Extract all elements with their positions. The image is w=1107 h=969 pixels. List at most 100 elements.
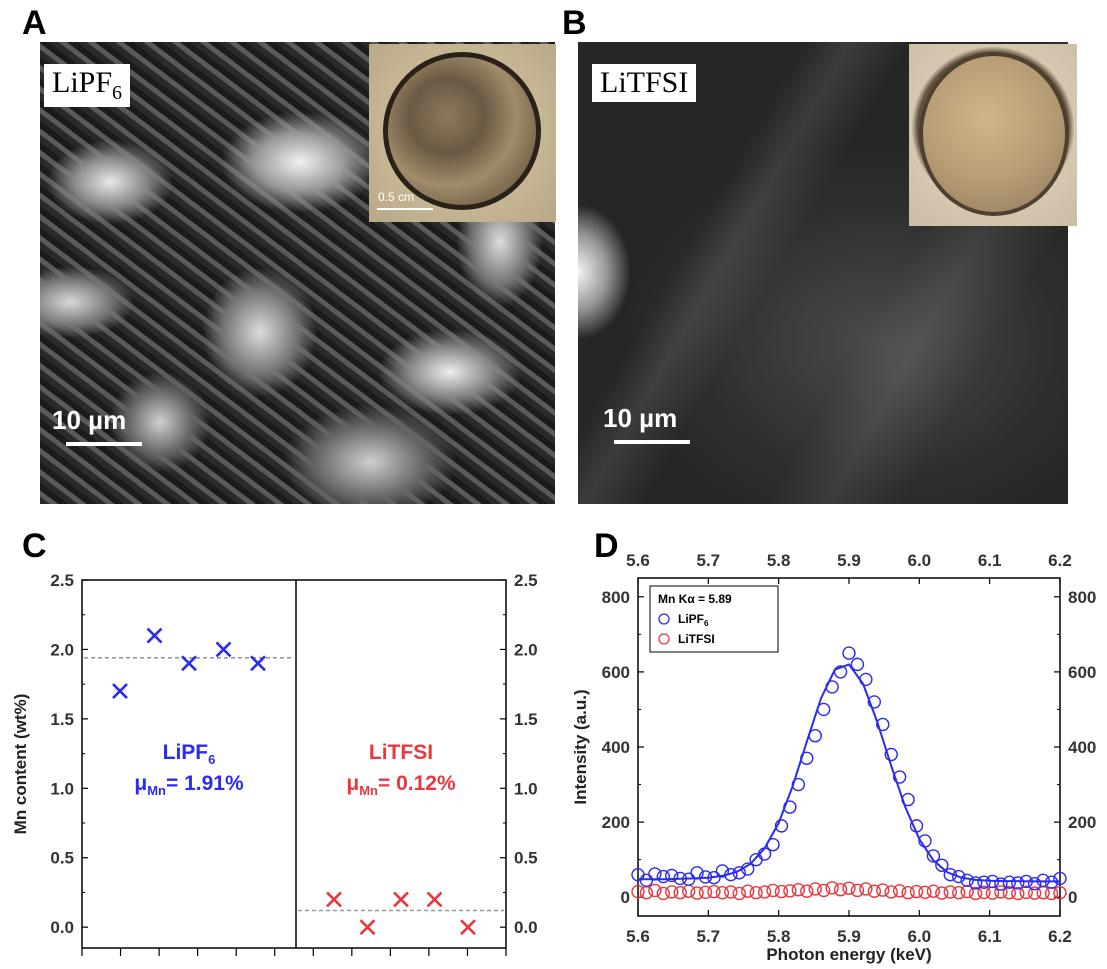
data-point-circle <box>774 884 789 899</box>
x-tick-label-top: 6.1 <box>978 551 1002 570</box>
data-point-circle <box>715 864 730 878</box>
y-tick-label-left: 0.0 <box>50 918 74 937</box>
data-point-x-marker <box>181 655 197 672</box>
data-point-circle <box>1002 875 1017 889</box>
data-point-circle <box>850 657 865 672</box>
data-point-circle <box>884 747 898 762</box>
x-tick-label-top: 6.0 <box>908 551 932 570</box>
series-mean-label: μMn= 0.12% <box>346 772 456 798</box>
y-tick-label-left: 1.0 <box>50 779 74 798</box>
material-label-lipf6-subscript: 6 <box>112 82 123 104</box>
x-tick-label-bottom: 6.2 <box>1048 927 1072 946</box>
data-point-circle <box>901 886 915 900</box>
panel-letter-d: D <box>594 527 619 565</box>
data-point-circle <box>724 885 738 899</box>
legend-title: Mn Kα = 5.89 <box>658 592 732 606</box>
data-point-circle <box>926 884 941 898</box>
electrode-disc <box>919 52 1069 216</box>
data-point-circle <box>690 886 704 900</box>
data-point-circle <box>808 882 822 896</box>
data-point-circle <box>741 884 755 898</box>
y-tick-label-left: 0.5 <box>50 849 74 868</box>
data-point-circle <box>732 886 746 901</box>
series-mean-label: μMn= 1.91% <box>134 772 244 798</box>
electrode-disc <box>383 52 541 210</box>
material-label-lipf6: LiPF6 <box>44 64 131 107</box>
legend-entry: LiPF6 <box>678 612 709 628</box>
x-tick-label-bottom: 6.0 <box>908 927 932 946</box>
data-point-x-marker <box>426 891 443 908</box>
y-tick-label-right: 200 <box>1068 813 1096 832</box>
data-point-circle <box>909 884 924 899</box>
plot-frame <box>81 579 507 949</box>
data-point-circle <box>892 884 907 898</box>
material-label-lipf6-text: LiPF <box>52 66 113 99</box>
data-point-circle <box>665 885 679 899</box>
data-point-circle <box>774 819 789 833</box>
series-label: LiPF6 <box>163 741 216 767</box>
data-point-circle <box>791 883 806 897</box>
mn-content-chart: 0.0 0.0 0.5 0.5 1.0 1.0 1.5 1.5 2.0 2.0 2.5 2.5 Mn c… <box>11 571 538 956</box>
x-tick-label-bottom: 5.8 <box>767 927 791 946</box>
data-point-circle <box>968 876 983 890</box>
scale-label-a: 10 µm <box>52 405 127 435</box>
scale-bar-a <box>66 442 142 446</box>
legend-box <box>649 585 779 653</box>
y-tick-label-right: 800 <box>1068 588 1096 607</box>
x-tick-label-top: 5.8 <box>767 551 791 570</box>
data-point-circle <box>1019 885 1033 900</box>
data-point-circle <box>1011 886 1025 901</box>
y-tick-label-left: 400 <box>602 738 630 757</box>
data-point-circle <box>968 886 983 901</box>
x-tick-label-bottom: 5.6 <box>626 927 650 946</box>
data-point-circle <box>876 717 890 732</box>
data-point-circle <box>960 884 974 899</box>
data-point-circle <box>800 884 814 898</box>
data-point-circle <box>994 877 1008 891</box>
data-point-circle <box>1053 886 1067 900</box>
data-point-circle <box>698 885 713 900</box>
y-axis-label: Mn content (wt%) <box>11 694 30 835</box>
data-point-circle <box>757 885 772 899</box>
data-point-circle <box>952 869 966 884</box>
data-point-circle <box>631 884 645 899</box>
data-point-circle <box>867 695 882 709</box>
y-tick-label-right: 2.0 <box>514 640 538 659</box>
data-point-circle <box>816 883 831 898</box>
data-point-circle <box>1053 871 1067 886</box>
data-point-circle <box>926 849 941 863</box>
x-tick-label-bottom: 6.1 <box>978 927 1002 946</box>
data-point-x-marker <box>112 683 128 700</box>
data-point-circle <box>952 886 966 900</box>
mn-kalpha-spectrum-chart: 5.6 5.6 5.7 5.7 5.8 5.8 5.9 5.9 6.0 6.0 6.1 6.1 6.2 6… <box>571 551 1096 964</box>
data-point-x-marker <box>250 655 266 672</box>
electrode-photo-litfsi <box>909 44 1077 226</box>
series-label: LiTFSI <box>369 741 433 764</box>
data-point-circle <box>833 883 848 897</box>
data-point-circle <box>918 885 932 900</box>
data-point-x-marker <box>460 919 476 936</box>
panel-letter-c: C <box>22 527 47 565</box>
data-point-circle <box>892 770 907 784</box>
data-point-circle <box>842 881 856 895</box>
panel-letter-a: A <box>22 4 47 42</box>
y-tick-label-right: 0 <box>1068 888 1077 907</box>
data-point-circle <box>1027 886 1042 900</box>
data-point-circle <box>648 867 662 881</box>
data-point-circle <box>1027 877 1042 891</box>
y-tick-label-right: 0.0 <box>514 918 538 937</box>
y-tick-label-right: 1.0 <box>514 779 538 798</box>
data-point-circle <box>639 873 654 888</box>
data-point-circle <box>842 646 856 660</box>
x-tick-label-top: 5.9 <box>837 551 861 570</box>
scale-bar-b <box>614 440 690 444</box>
data-point-circle <box>656 886 671 901</box>
material-label-litfsi: LiTFSI <box>592 64 697 102</box>
data-point-circle <box>859 882 873 896</box>
sem-image-litfsi <box>578 42 1068 504</box>
data-point-x-marker <box>326 891 342 908</box>
data-point-x-marker <box>393 891 409 908</box>
data-point-circle <box>884 885 898 899</box>
data-point-circle <box>749 886 763 900</box>
x-tick-label-top: 6.2 <box>1048 551 1072 570</box>
